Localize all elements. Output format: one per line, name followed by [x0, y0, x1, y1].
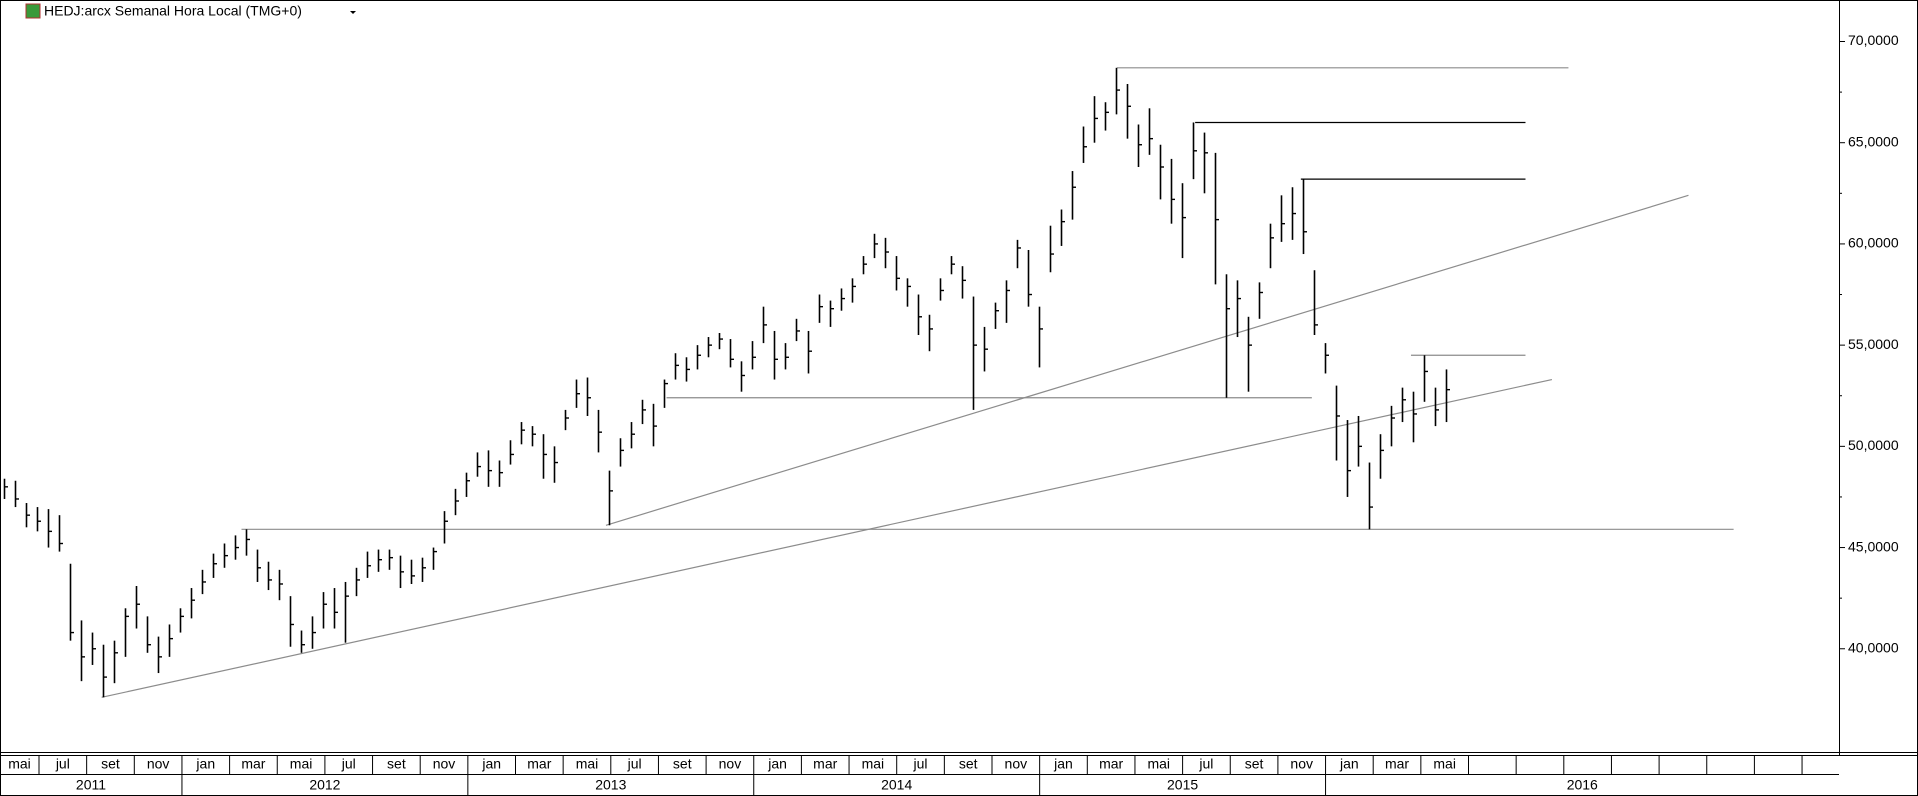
year-label: 2013 [595, 777, 626, 793]
month-label: set [101, 756, 120, 772]
month-label: mar [1385, 756, 1409, 772]
month-label: set [959, 756, 978, 772]
month-label: set [387, 756, 406, 772]
chart-title: HEDJ:arcx Semanal Hora Local (TMG+0) [44, 3, 302, 19]
month-label: mai [290, 756, 313, 772]
month-label: jan [767, 756, 787, 772]
year-label: 2011 [76, 777, 106, 793]
month-label: mai [1433, 756, 1456, 772]
month-label: mai [1147, 756, 1170, 772]
month-label: jul [913, 756, 928, 772]
y-tick-label: 60,0000 [1848, 235, 1899, 251]
month-label: nov [1005, 756, 1028, 772]
reference-line [101, 378, 1553, 698]
dropdown-arrow[interactable] [350, 11, 356, 14]
year-label: 2016 [1567, 777, 1598, 793]
month-label: nov [1290, 756, 1313, 772]
y-tick-label: 40,0000 [1848, 639, 1899, 655]
month-label: jan [481, 756, 501, 772]
year-label: 2014 [881, 777, 912, 793]
month-label: mai [576, 756, 599, 772]
year-label: 2015 [1167, 777, 1198, 793]
y-tick-label: 50,0000 [1848, 437, 1899, 453]
month-label: jul [627, 756, 642, 772]
month-label: nov [147, 756, 170, 772]
month-label: mar [1099, 756, 1123, 772]
y-tick-label: 45,0000 [1848, 538, 1899, 554]
month-label: jan [1339, 756, 1359, 772]
month-label: jul [1198, 756, 1213, 772]
month-label: set [673, 756, 692, 772]
y-tick-label: 70,0000 [1848, 32, 1899, 48]
month-label: jan [195, 756, 215, 772]
y-tick-label: 65,0000 [1848, 133, 1899, 149]
symbol-icon [25, 3, 41, 19]
month-label: nov [433, 756, 456, 772]
year-label: 2012 [309, 777, 340, 793]
month-label: mar [527, 756, 551, 772]
month-label: nov [719, 756, 742, 772]
month-label: mar [241, 756, 265, 772]
month-label: set [1245, 756, 1264, 772]
month-label: mar [813, 756, 837, 772]
reference-line [605, 194, 1689, 526]
y-tick-label: 55,0000 [1848, 336, 1899, 352]
month-label: jan [1053, 756, 1073, 772]
month-label: mai [862, 756, 885, 772]
month-label: jul [55, 756, 70, 772]
month-label: jul [341, 756, 356, 772]
month-label: mai [8, 756, 31, 772]
